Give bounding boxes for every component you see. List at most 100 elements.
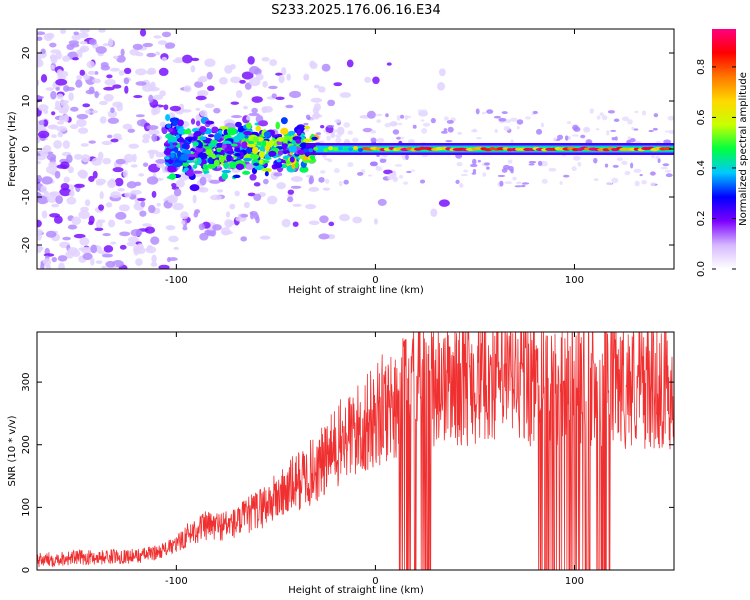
- noise-blob: [79, 237, 90, 246]
- noise-blob: [243, 105, 248, 110]
- noise-blob: [149, 150, 155, 159]
- noise-blob: [110, 107, 115, 114]
- noise-blob: [613, 118, 620, 123]
- noise-blob: [621, 116, 630, 122]
- noise-blob: [405, 154, 409, 160]
- snr-x-tick-label: 0: [372, 576, 378, 587]
- noise-blob: [60, 183, 70, 191]
- noise-blob: [124, 219, 132, 225]
- noise-blob: [76, 118, 87, 127]
- noise-blob: [472, 158, 477, 165]
- spectrogram-y-tick-label: 0: [21, 146, 32, 152]
- noise-blob: [482, 172, 487, 177]
- signal-blob: [182, 149, 192, 154]
- noise-blob: [181, 54, 193, 64]
- signal-blob: [250, 153, 260, 160]
- noise-blob: [161, 56, 167, 62]
- noise-blob: [330, 130, 336, 139]
- noise-blob: [95, 181, 104, 186]
- signal-blob: [263, 131, 271, 138]
- signal-blob: [213, 159, 220, 167]
- noise-blob: [194, 81, 204, 88]
- noise-blob: [477, 159, 481, 163]
- noise-blob: [103, 86, 115, 91]
- signal-blob: [221, 169, 232, 174]
- noise-blob: [116, 55, 126, 63]
- noise-blob: [76, 113, 89, 120]
- signal-blob: [229, 161, 239, 169]
- noise-blob: [69, 123, 79, 130]
- noise-blob: [290, 185, 302, 189]
- colorbar-tick-label: 0.2: [696, 211, 707, 227]
- noise-blob: [650, 182, 656, 187]
- noise-blob: [606, 130, 610, 136]
- noise-blob: [494, 128, 498, 133]
- noise-blob: [161, 31, 172, 38]
- noise-blob: [502, 164, 511, 170]
- noise-blob: [607, 110, 616, 114]
- noise-blob: [634, 180, 640, 187]
- noise-blob: [377, 198, 387, 206]
- noise-blob: [627, 119, 633, 125]
- noise-blob: [514, 185, 523, 188]
- noise-blob: [278, 74, 285, 84]
- noise-blob: [316, 132, 322, 135]
- noise-blob: [76, 74, 82, 81]
- noise-blob: [139, 210, 147, 217]
- noise-blob: [80, 143, 89, 147]
- snr-y-tick-label: 200: [21, 435, 32, 454]
- noise-blob: [198, 223, 205, 231]
- spectrogram-x-tick-label: -100: [165, 275, 188, 286]
- signal-blob: [235, 121, 242, 128]
- noise-blob: [37, 219, 42, 228]
- noise-blob: [411, 169, 415, 172]
- noise-blob: [58, 262, 65, 269]
- noise-blob: [117, 187, 125, 192]
- spectrogram-y-axis-label: Frequency (Hz): [7, 111, 18, 187]
- noise-blob: [403, 181, 408, 185]
- noise-blob: [535, 128, 543, 135]
- noise-blob: [62, 140, 71, 149]
- signal-blob: [167, 165, 177, 173]
- noise-blob: [199, 109, 208, 117]
- noise-blob: [289, 90, 302, 99]
- noise-blob: [110, 241, 117, 245]
- noise-blob: [515, 181, 522, 185]
- signal-blob: [243, 157, 252, 162]
- noise-blob: [376, 119, 382, 124]
- noise-blob: [56, 164, 68, 169]
- noise-blob: [394, 164, 403, 167]
- noise-blob: [447, 126, 454, 133]
- signal-blob: [226, 154, 232, 162]
- noise-blob: [112, 55, 119, 60]
- noise-blob: [412, 124, 417, 129]
- noise-blob: [657, 158, 661, 164]
- signal-blob: [280, 127, 289, 135]
- noise-blob: [57, 70, 69, 78]
- noise-blob: [472, 128, 477, 132]
- noise-blob: [604, 163, 609, 168]
- noise-blob: [649, 171, 656, 176]
- noise-blob: [141, 83, 154, 92]
- noise-blob: [135, 52, 144, 57]
- signal-blob: [189, 184, 200, 192]
- noise-blob: [333, 82, 343, 87]
- signal-blob: [261, 160, 270, 164]
- noise-blob: [311, 114, 323, 118]
- noise-blob: [610, 129, 617, 132]
- noise-blob: [230, 64, 236, 70]
- noise-blob: [219, 76, 228, 85]
- signal-blob: [203, 146, 213, 150]
- noise-blob: [140, 200, 146, 208]
- noise-blob: [322, 187, 331, 191]
- noise-blob: [662, 163, 670, 167]
- noise-blob: [285, 104, 294, 109]
- noise-blob: [667, 115, 674, 121]
- noise-blob: [58, 115, 67, 123]
- noise-blob: [472, 169, 477, 173]
- noise-blob: [38, 120, 45, 126]
- noise-blob: [486, 166, 490, 170]
- signal-blob: [172, 120, 178, 127]
- noise-blob: [150, 236, 160, 245]
- noise-blob: [503, 125, 511, 131]
